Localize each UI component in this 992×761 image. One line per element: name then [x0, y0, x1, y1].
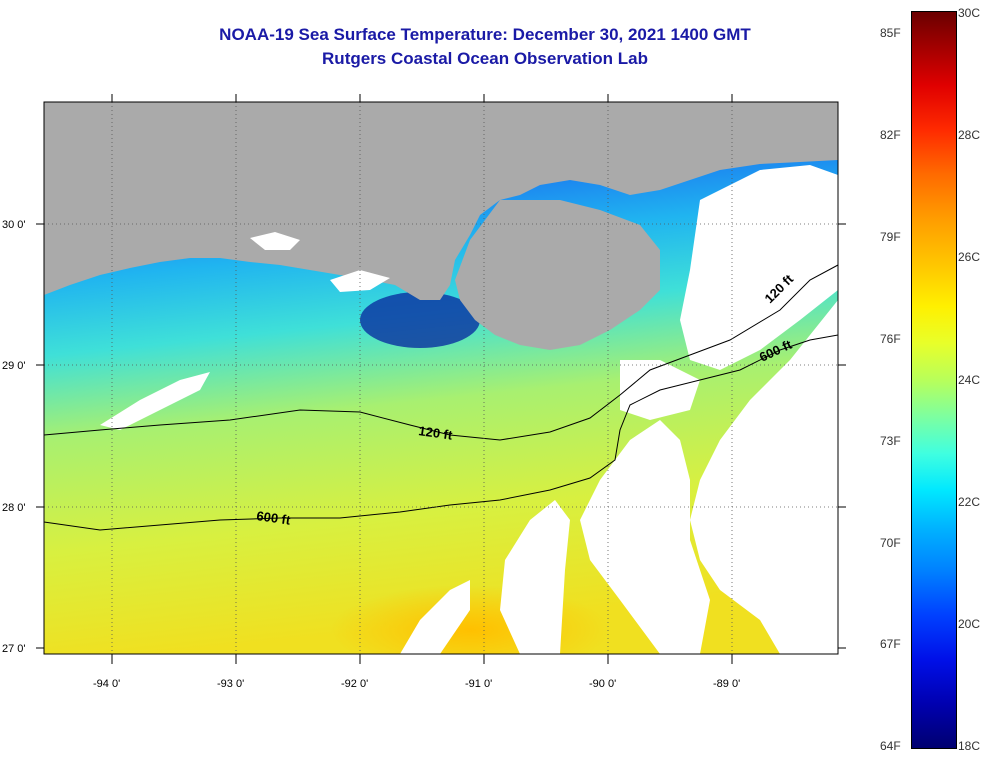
lon-label-91: -91 0'	[465, 678, 492, 690]
colorbar-label-76f: 76F	[880, 332, 901, 346]
colorbar-label-79f: 79F	[880, 230, 901, 244]
colorbar-label-70f: 70F	[880, 536, 901, 550]
lon-label-89: -89 0'	[713, 678, 740, 690]
lat-label-30: 30 0'	[2, 219, 26, 231]
colorbar-label-82f: 82F	[880, 128, 901, 142]
lat-label-29: 29 0'	[2, 360, 26, 372]
map-frame	[43, 101, 839, 655]
cold-water-patch	[360, 292, 480, 348]
lon-label-94: -94 0'	[93, 678, 120, 690]
contour-label-600ft: 600 ft	[256, 508, 292, 528]
map-title: NOAA-19 Sea Surface Temperature: Decembe…	[219, 25, 751, 44]
contour-600ft	[44, 334, 838, 531]
colorbar-label-73f: 73F	[880, 434, 901, 448]
graticule	[44, 102, 838, 654]
lat-label-27: 27 0'	[2, 643, 26, 655]
lat-label-28: 28 0'	[2, 502, 26, 514]
colorbar-label-26c: 26C	[958, 250, 981, 264]
contour-120ft	[44, 264, 838, 441]
lon-label-93: -93 0'	[217, 678, 244, 690]
colorbar-label-20c: 20C	[958, 617, 981, 631]
contour-label-120ft: 120 ft	[418, 423, 454, 443]
colorbar-label-67f: 67F	[880, 637, 901, 651]
colorbar-label-28c: 28C	[958, 128, 981, 142]
colorbar-label-64f: 64F	[880, 739, 901, 753]
delta-land	[455, 200, 660, 350]
colorbar-label-18c: 18C	[958, 739, 981, 753]
lon-label-92: -92 0'	[341, 678, 368, 690]
colorbar-label-30c: 30C	[958, 6, 981, 20]
colorbar-label-22c: 22C	[958, 495, 981, 509]
land-mass	[44, 102, 838, 300]
colorbar-label-24c: 24C	[958, 373, 981, 387]
axis-ticks	[36, 94, 846, 664]
map-subtitle: Rutgers Coastal Ocean Observation Lab	[322, 49, 648, 68]
temperature-colorbar	[911, 11, 957, 749]
lon-label-90: -90 0'	[589, 678, 616, 690]
cloud-cover	[100, 165, 838, 654]
colorbar-label-85f: 85F	[880, 26, 901, 40]
